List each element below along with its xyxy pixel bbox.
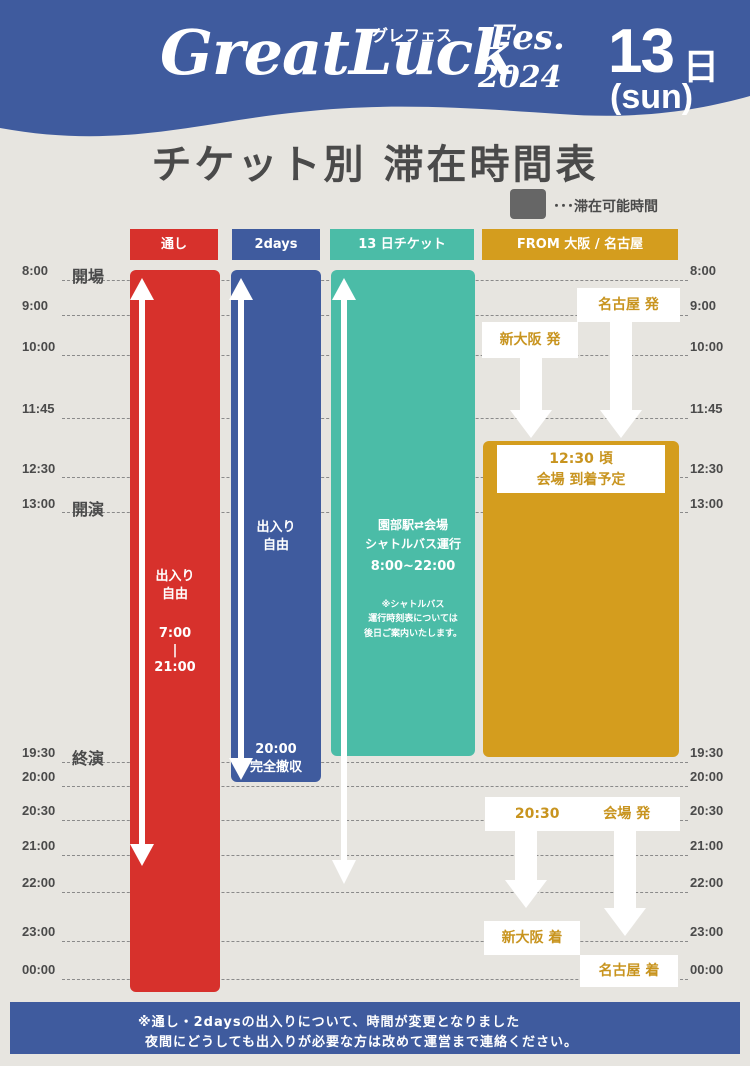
arrival-time: 12:30 頃 bbox=[549, 451, 613, 467]
page-title: チケット別 滞在時間表 bbox=[151, 142, 599, 188]
osaka-arrive-box: 新大阪 着 bbox=[484, 921, 580, 955]
time-label-right: 10:00 bbox=[690, 339, 724, 354]
time-line bbox=[62, 855, 688, 856]
time-line bbox=[62, 762, 688, 763]
time-label-left: 9:00 bbox=[22, 298, 49, 313]
time-line bbox=[62, 820, 688, 821]
arrow-down-icon bbox=[604, 826, 646, 936]
day13-note: ※シャトルバス 運行時刻表については 後日ご案内いたします。 bbox=[351, 598, 475, 641]
day13-note2: 運行時刻表については bbox=[368, 614, 458, 625]
legend-label: ･･･滞在可能時間 bbox=[553, 199, 658, 215]
time-label-right: 13:00 bbox=[690, 496, 724, 511]
day13-line2: シャトルバス運行 bbox=[364, 536, 461, 551]
osaka-depart-box: 新大阪 発 bbox=[482, 322, 578, 358]
time-line bbox=[62, 941, 688, 942]
column-header-tooshi: 通し bbox=[130, 229, 218, 260]
logo-wordmark: GreatLuck bbox=[160, 16, 515, 89]
tooshi-to: 21:00 bbox=[154, 659, 196, 675]
time-label-right: 9:00 bbox=[690, 298, 717, 313]
tooshi-line2: 自由 bbox=[161, 587, 188, 603]
legend-swatch bbox=[510, 189, 546, 219]
time-label-right: 19:30 bbox=[690, 745, 724, 760]
time-label-right: 12:30 bbox=[690, 461, 724, 476]
arrival-label: 会場 到着予定 bbox=[536, 472, 626, 488]
time-label-left: 13:00 bbox=[22, 496, 56, 511]
day13-note1: ※シャトルバス bbox=[381, 600, 445, 610]
double-arrow-icon bbox=[332, 278, 356, 884]
time-line bbox=[62, 786, 688, 787]
day13-line1: 園部駅⇄会場 bbox=[377, 518, 449, 532]
return-depart-box: 20:30 会場 発 bbox=[485, 797, 680, 831]
arrow-down-icon bbox=[510, 356, 552, 438]
tooshi-sep: | bbox=[172, 642, 178, 658]
time-label-right: 22:00 bbox=[690, 875, 724, 890]
return-time: 20:30 bbox=[514, 806, 560, 822]
time-label-left: 11:45 bbox=[22, 401, 55, 416]
event-end: 終演 bbox=[72, 749, 105, 768]
day13-note3: 後日ご案内いたします。 bbox=[363, 628, 463, 639]
time-label-right: 8:00 bbox=[690, 263, 717, 278]
logo-kana: グレフェス bbox=[372, 26, 453, 45]
twodays-end-label: 完全撤収 bbox=[249, 759, 302, 775]
time-label-left: 21:00 bbox=[22, 838, 56, 853]
time-label-right: 21:00 bbox=[690, 838, 724, 853]
time-label-right: 00:00 bbox=[690, 962, 724, 977]
event-date-unit: 日 bbox=[683, 47, 720, 88]
double-arrow-icon bbox=[229, 278, 253, 780]
arrival-box: 12:30 頃 会場 到着予定 bbox=[497, 445, 665, 493]
header-banner bbox=[0, 0, 750, 137]
arrow-down-icon bbox=[505, 826, 547, 908]
footer-line-1: ※通し・2daysの出入りについて、時間が変更となりました bbox=[138, 1015, 521, 1030]
nagoya-depart-box: 名古屋 発 bbox=[577, 288, 680, 322]
logo-year: 2024 bbox=[478, 60, 562, 95]
column-header-from: FROM 大阪 / 名古屋 bbox=[482, 229, 678, 260]
twodays-end-time: 20:00 bbox=[255, 742, 297, 757]
time-label-left: 10:00 bbox=[22, 339, 56, 354]
time-label-right: 20:00 bbox=[690, 769, 724, 784]
column-header-13day: 13 日チケット bbox=[330, 229, 474, 260]
event-open: 開場 bbox=[72, 267, 105, 286]
time-label-left: 22:00 bbox=[22, 875, 56, 890]
tooshi-hours: 7:00 | 21:00 bbox=[130, 626, 220, 677]
time-line bbox=[62, 892, 688, 893]
time-label-right: 23:00 bbox=[690, 924, 724, 939]
time-label-right: 20:30 bbox=[690, 803, 724, 818]
event-start: 開演 bbox=[72, 500, 105, 519]
tooshi-line1: 出入り bbox=[155, 569, 195, 584]
twodays-line1: 出入り bbox=[256, 520, 296, 535]
twodays-end: 20:00 完全撤収 bbox=[231, 741, 321, 776]
time-line bbox=[62, 979, 688, 980]
time-label-left: 20:30 bbox=[22, 803, 56, 818]
time-label-left: 12:30 bbox=[22, 461, 56, 476]
time-label-right: 11:45 bbox=[690, 401, 723, 416]
tooshi-from: 7:00 bbox=[158, 626, 192, 641]
logo-fes: Fes. bbox=[490, 18, 565, 58]
column-header-2days: 2days bbox=[232, 229, 320, 260]
arrow-down-icon bbox=[600, 322, 642, 438]
time-label-left: 20:00 bbox=[22, 769, 56, 784]
footer-notice bbox=[10, 1002, 740, 1054]
day13-hours: 8:00~22:00 bbox=[370, 559, 456, 575]
twodays-line2: 自由 bbox=[262, 538, 289, 554]
twodays-text: 出入り 自由 bbox=[231, 519, 321, 555]
tooshi-text: 出入り 自由 bbox=[130, 568, 220, 604]
bar-2days bbox=[231, 270, 321, 782]
bar-13day bbox=[331, 270, 475, 756]
event-date-day: 13 bbox=[608, 17, 675, 86]
time-label-left: 00:00 bbox=[22, 962, 56, 977]
nagoya-arrive-box: 名古屋 着 bbox=[580, 955, 678, 987]
day13-text: 園部駅⇄会場 シャトルバス運行 8:00~22:00 bbox=[351, 516, 475, 577]
time-label-left: 8:00 bbox=[22, 263, 49, 278]
time-label-left: 23:00 bbox=[22, 924, 56, 939]
footer-line-2: 夜間にどうしても出入りが必要な方は改めて運営まで連絡ください。 bbox=[145, 1035, 578, 1050]
double-arrow-icon bbox=[130, 278, 154, 866]
return-label: 会場 発 bbox=[603, 806, 651, 822]
bar-from bbox=[483, 441, 679, 757]
event-date-weekday: (sun) bbox=[610, 78, 694, 116]
time-label-left: 19:30 bbox=[22, 745, 56, 760]
